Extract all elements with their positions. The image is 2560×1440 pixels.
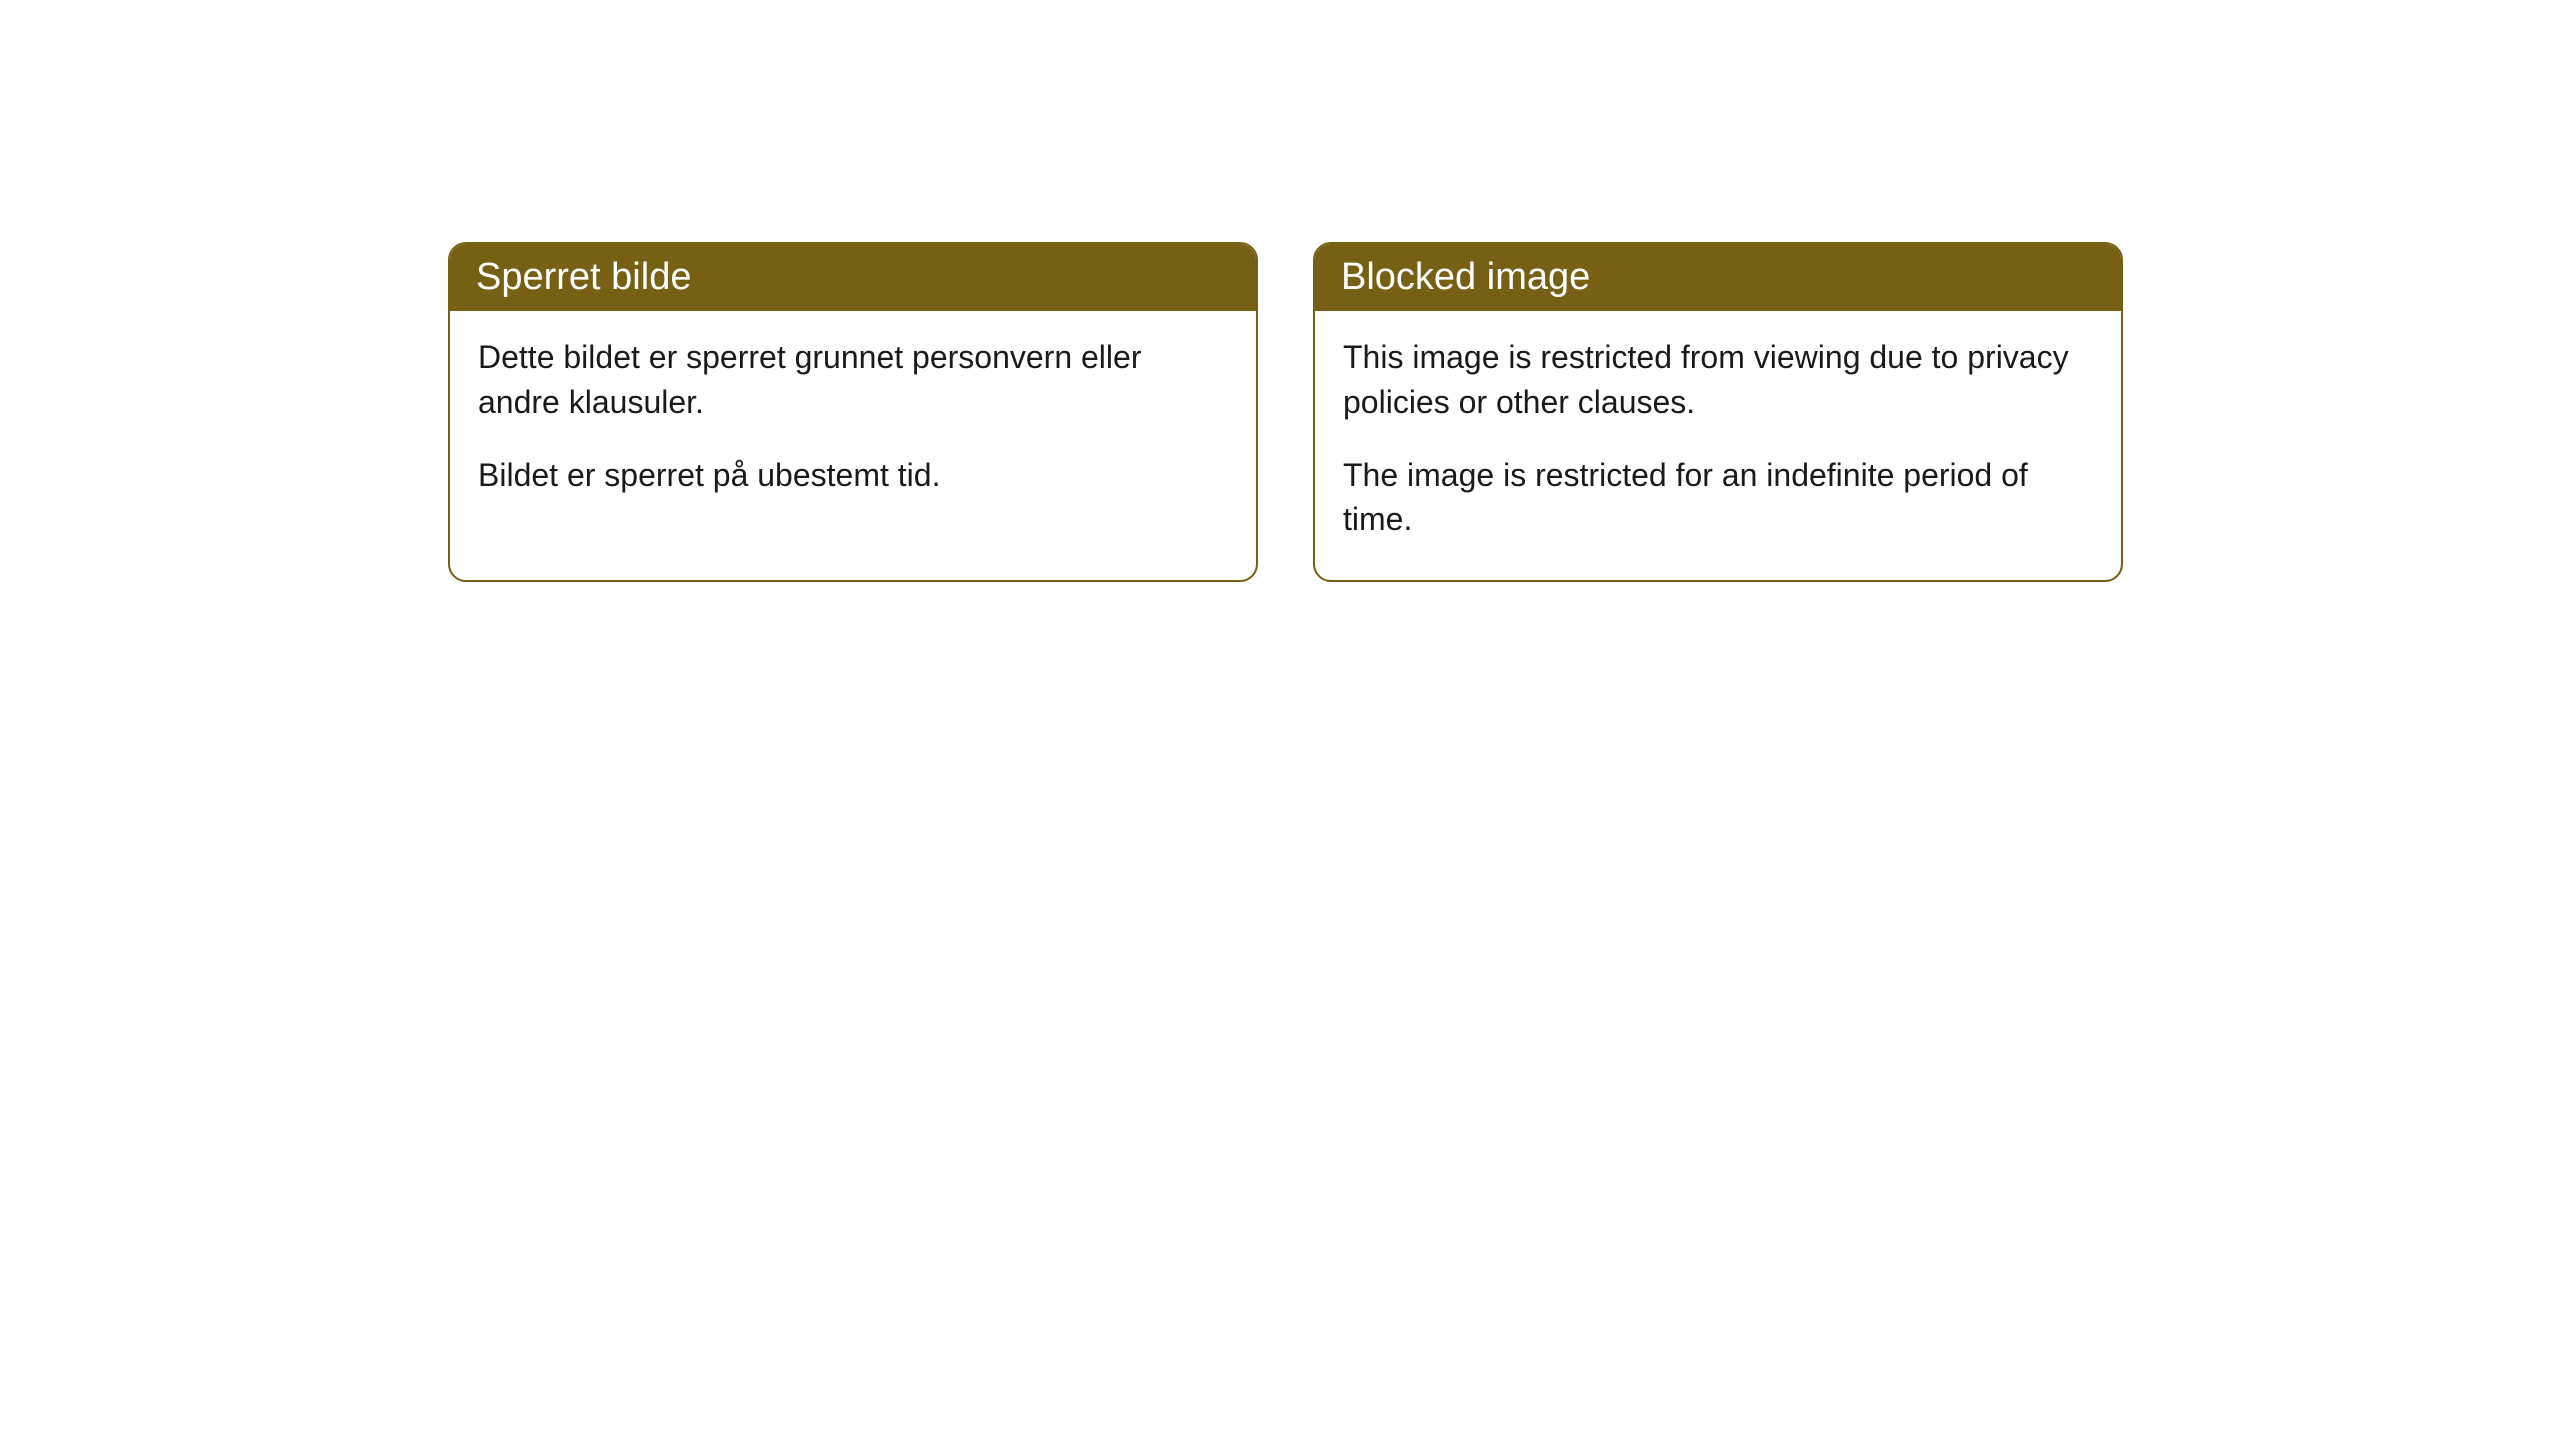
card-text-english-1: This image is restricted from viewing du… [1343, 335, 2093, 425]
card-text-english-2: The image is restricted for an indefinit… [1343, 453, 2093, 543]
card-text-norwegian-2: Bildet er sperret på ubestemt tid. [478, 453, 1228, 498]
card-title-norwegian: Sperret bilde [476, 256, 691, 298]
notice-cards-container: Sperret bilde Dette bildet er sperret gr… [448, 242, 2123, 582]
card-text-norwegian-1: Dette bildet er sperret grunnet personve… [478, 335, 1228, 425]
card-header-norwegian: Sperret bilde [450, 244, 1256, 311]
blocked-image-card-norwegian: Sperret bilde Dette bildet er sperret gr… [448, 242, 1258, 582]
card-title-english: Blocked image [1341, 256, 1590, 298]
blocked-image-card-english: Blocked image This image is restricted f… [1313, 242, 2123, 582]
card-body-english: This image is restricted from viewing du… [1315, 311, 2121, 580]
card-header-english: Blocked image [1315, 244, 2121, 311]
card-body-norwegian: Dette bildet er sperret grunnet personve… [450, 311, 1256, 535]
